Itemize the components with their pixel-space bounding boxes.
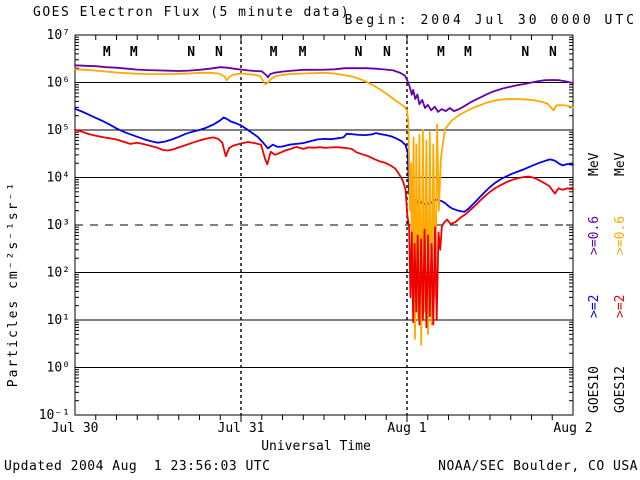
series-goes12-e06 — [74, 68, 574, 346]
satellite-marker-m: M — [299, 45, 307, 60]
satellite-marker-m: M — [464, 45, 472, 60]
series-goes10-e2 — [74, 107, 574, 213]
legend-segment: >=2 — [613, 295, 628, 318]
satellite-marker-n: N — [187, 45, 195, 60]
satellite-marker-n: N — [383, 45, 391, 60]
legend-segment: >=0.6 — [587, 216, 602, 255]
satellite-marker-m: M — [270, 45, 278, 60]
x-axis-title: Universal Time — [261, 439, 371, 454]
series-goes10-e06 — [74, 64, 574, 113]
satellite-marker-n: N — [521, 45, 529, 60]
begin-timestamp: Begin: 2004 Jul 30 0000 UTC — [344, 13, 637, 28]
x-tick-label: Aug 2 — [553, 421, 592, 436]
y-tick-label: 10³ — [47, 218, 70, 233]
satellite-marker-n: N — [549, 45, 557, 60]
satellite-marker-n: N — [215, 45, 223, 60]
y-tick-labels: 10⁷ 10⁶ 10⁵ 10⁴ 10³ 10² 10¹ 10⁰ 10⁻¹ — [39, 28, 70, 423]
satellite-marker-m: M — [103, 45, 111, 60]
x-tick-label: Jul 30 — [52, 421, 99, 436]
y-tick-label: 10² — [47, 266, 70, 281]
x-tick-label: Aug 1 — [387, 421, 426, 436]
y-tick-label: 10⁵ — [47, 123, 70, 138]
legend-segment: GOES10 — [587, 366, 602, 413]
page-title: GOES Electron Flux (5 minute data) — [33, 5, 351, 20]
legend-column-goes10: GOES10 >=2 >=0.6 MeV — [587, 152, 602, 413]
satellite-marker-m: M — [437, 45, 445, 60]
x-tick-labels: Jul 30 Jul 31 Aug 1 Aug 2 — [52, 421, 593, 436]
legend-column-goes12: GOES12 >=2 >=0.6 MeV — [613, 152, 628, 413]
y-axis-title: Particles cm⁻²s⁻¹sr⁻¹ — [6, 181, 21, 387]
legend-segment: MeV — [587, 152, 602, 176]
gridlines — [75, 35, 573, 415]
legend-segment: >=0.6 — [613, 216, 628, 255]
legend: GOES10 >=2 >=0.6 MeV GOES12 >=2 >=0.6 MeV — [587, 152, 628, 413]
x-tick-label: Jul 31 — [218, 421, 265, 436]
y-tick-label: 10¹ — [47, 313, 70, 328]
series-goes12-e2 — [74, 128, 574, 329]
credit-text: NOAA/SEC Boulder, CO USA — [438, 459, 638, 474]
y-tick-label: 10⁷ — [47, 28, 70, 43]
axis-ticks — [75, 34, 573, 422]
y-tick-label: 10⁰ — [47, 361, 70, 376]
y-tick-label: 10⁴ — [47, 171, 70, 186]
flux-series — [74, 64, 574, 346]
legend-segment: >=2 — [587, 295, 602, 318]
satellite-marker-m: M — [130, 45, 138, 60]
y-tick-label: 10⁶ — [47, 76, 70, 91]
legend-segment: GOES12 — [613, 366, 628, 413]
updated-timestamp: Updated 2004 Aug 1 23:56:03 UTC — [4, 459, 271, 474]
y-tick-label: 10⁻¹ — [39, 408, 70, 423]
legend-segment: MeV — [613, 152, 628, 176]
satellite-marker-n: N — [355, 45, 363, 60]
